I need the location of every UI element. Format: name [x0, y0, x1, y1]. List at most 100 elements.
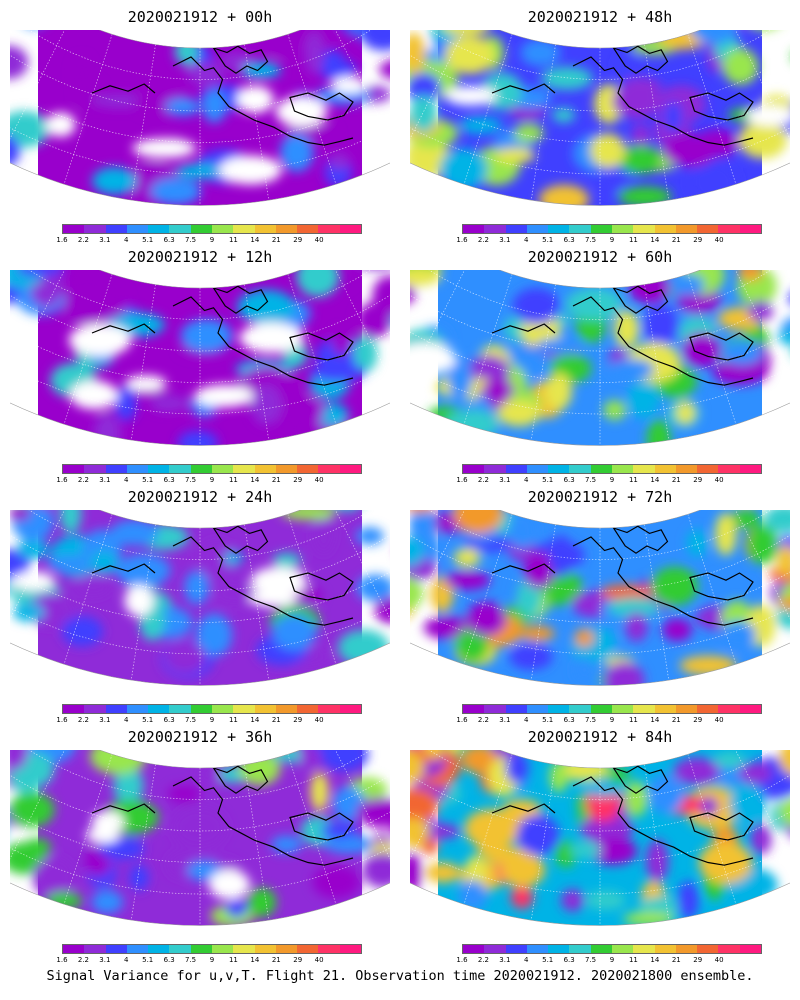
variance-map: [410, 270, 790, 446]
colorbar-cell: [211, 945, 234, 953]
colorbar-cell: [211, 705, 234, 713]
variance-contour: [721, 340, 763, 365]
variance-contour: [614, 310, 639, 348]
colorbar-tick-label: 5.1: [542, 236, 554, 244]
longitude-line: [463, 34, 513, 185]
colorbar-labels: 1.6 2.2 3.1 4 5.1 6.3 7.5 9 11 14 21 29 40: [56, 716, 362, 726]
colorbar-tick-label: 29: [293, 956, 303, 964]
variance-contour: [579, 814, 634, 844]
variance-contour: [510, 885, 534, 909]
variance-contour: [747, 524, 779, 565]
colorbar-cell: [718, 945, 740, 953]
variance-contour: [300, 815, 337, 846]
variance-contour: [114, 386, 137, 421]
variance-contour: [309, 363, 366, 382]
colorbar-cell: [569, 945, 591, 953]
variance-contour: [662, 133, 717, 168]
map-boundary: [10, 750, 390, 926]
colorbar-tick-label: 29: [293, 716, 303, 724]
map-panel: 2020021912 + 72h 1.6 2.2 3.1 4 5.1 6.3 7.5 9 11 14…: [400, 480, 800, 724]
colorbar-tick-label: 4: [524, 236, 529, 244]
variance-contour: [337, 629, 390, 666]
variance-contour: [279, 133, 314, 173]
colorbar-cell: [318, 945, 340, 953]
colorbar-cell: [339, 465, 361, 473]
colorbar-cell: [169, 705, 191, 713]
colorbar-tick-label: 6.3: [563, 236, 575, 244]
colorbar-tick-label: 3.1: [499, 716, 511, 724]
variance-contour: [750, 823, 772, 855]
variance-contour: [196, 636, 227, 654]
latitude-line: [10, 576, 390, 655]
graticule: [410, 510, 790, 686]
colorbar-cell: [105, 225, 127, 233]
variance-contour: [272, 552, 301, 569]
colorbar: [462, 464, 762, 474]
no-data-region: [132, 138, 197, 158]
colorbar-cell: [718, 225, 740, 233]
colorbar-cell: [548, 945, 570, 953]
variance-contour: [627, 380, 660, 419]
longitude-line: [10, 510, 72, 639]
map-boundary: [410, 270, 790, 446]
longitude-line: [463, 274, 513, 425]
longitude-line: [644, 284, 670, 441]
colorbar-cell: [339, 945, 361, 953]
longitude-line: [410, 510, 472, 639]
variance-contour: [536, 338, 586, 354]
colorbar-tick-label: 21: [671, 956, 681, 964]
colorbar-tick-label: 1.6: [56, 716, 68, 724]
variance-contour: [429, 30, 462, 39]
colorbar-tick-label: 21: [671, 716, 681, 724]
no-data-region: [250, 566, 307, 597]
longitude-line: [328, 750, 390, 879]
variance-contour: [32, 857, 76, 899]
latitude-line: [410, 576, 790, 655]
longitude-line: [687, 274, 737, 425]
colorbar-tick-label: 7.5: [184, 956, 197, 964]
longitude-line: [244, 524, 270, 681]
colorbar-cell: [569, 705, 591, 713]
colorbar-tick-label: 1.6: [456, 236, 468, 244]
coastline: [91, 525, 354, 626]
longitude-line: [244, 44, 270, 201]
colorbar-cell: [105, 705, 127, 713]
longitude-line: [644, 764, 670, 921]
latitude-line: [410, 816, 790, 895]
no-data-region: [194, 384, 254, 408]
colorbar-tick-label: 6.3: [163, 716, 175, 724]
colorbar-tick-label: 21: [671, 236, 681, 244]
colorbar-cell: [505, 705, 527, 713]
colorbar-tick-label: 3.1: [499, 956, 511, 964]
colorbar-cell: [254, 225, 276, 233]
colorbar-tick-label: 14: [250, 716, 260, 724]
colorbar-cell: [275, 705, 298, 713]
colorbar-tick-label: 29: [693, 956, 703, 964]
variance-contour: [177, 430, 219, 446]
map-boundary: [10, 30, 390, 206]
variance-contour: [251, 384, 282, 426]
variance-contour: [312, 511, 335, 555]
colorbar-cell: [484, 705, 506, 713]
colorbar-tick-label: 14: [650, 956, 660, 964]
colorbar-tick-label: 29: [693, 716, 703, 724]
variance-contour: [732, 510, 761, 529]
variance-contour: [187, 860, 221, 882]
variance-contour: [444, 35, 495, 75]
colorbar-tick-label: 6.3: [563, 476, 575, 484]
colorbar-tick-label: 29: [693, 236, 703, 244]
colorbar-labels: 1.6 2.2 3.1 4 5.1 6.3 7.5 9 11 14 21 29 40: [56, 236, 362, 246]
variance-contour: [10, 750, 28, 770]
variance-contour: [271, 835, 302, 854]
colorbar-cell: [633, 705, 655, 713]
variance-contour: [669, 274, 705, 296]
variance-contour: [621, 77, 662, 98]
colorbar: [62, 464, 362, 474]
colorbar-cell: [318, 225, 340, 233]
no-data-region: [745, 105, 790, 127]
variance-contour: [651, 566, 699, 606]
variance-contour: [616, 52, 641, 78]
colorbar-tick-label: 7.5: [584, 956, 597, 964]
variance-contour: [237, 289, 295, 325]
colorbar-cell: [633, 945, 655, 953]
